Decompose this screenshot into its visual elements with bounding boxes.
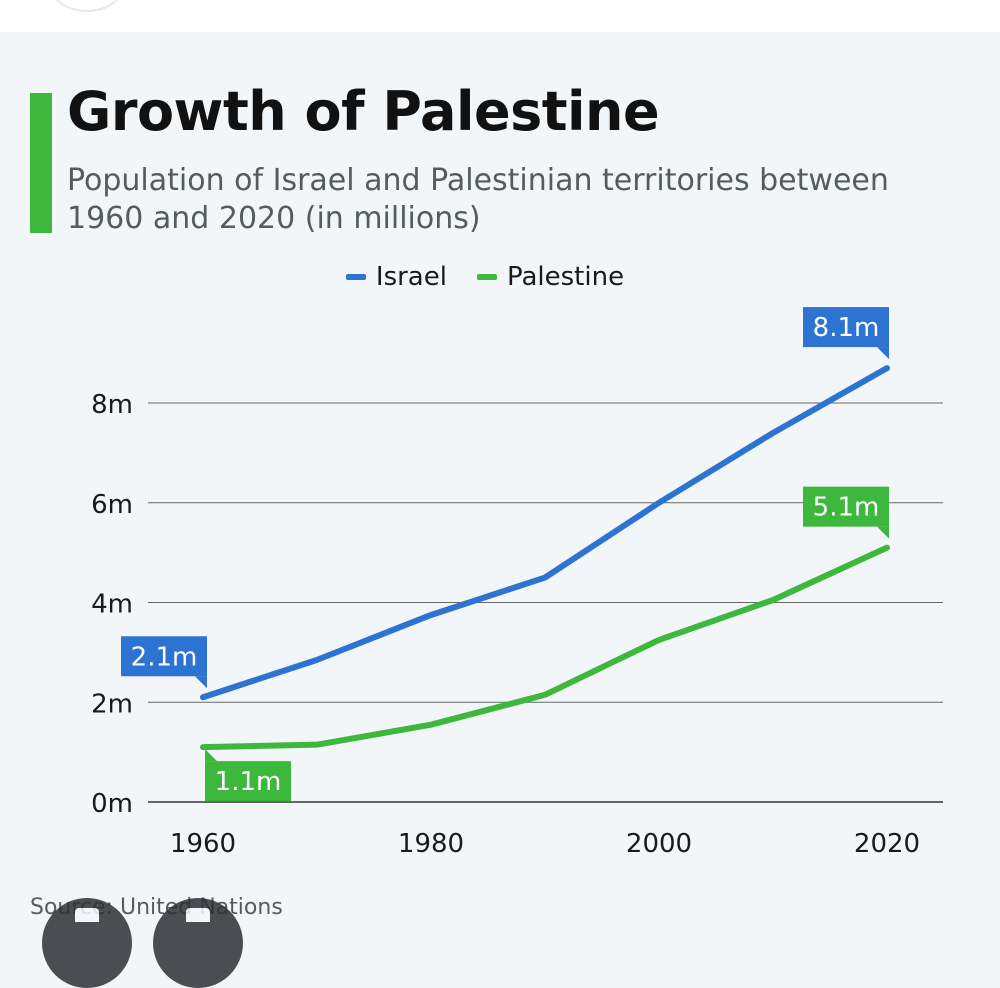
series-line-israel (200, 365, 890, 701)
line-chart: 0m 2m 4m 6m 8m 1960 1980 2000 2020 2.1m 8.1m 1.1m 5.… (91, 307, 943, 859)
data-label-pointer-palestine-1960 (205, 749, 217, 762)
data-label-israel-2020: 8.1m (813, 313, 880, 343)
camera-icon[interactable] (42, 898, 132, 988)
data-label-box-palestine-2020 (803, 486, 889, 527)
y-tick-label-4: 4m (91, 590, 133, 620)
y-tick-label-8: 8m (91, 390, 133, 420)
series-line-palestine (200, 544, 890, 751)
data-label-palestine-2020: 5.1m (813, 493, 880, 523)
data-label-israel-1960: 2.1m (131, 642, 198, 672)
top-bar (0, 0, 1000, 32)
x-tick-label-2000: 2000 (626, 829, 692, 859)
data-label-box-israel-1960 (121, 636, 207, 677)
data-label-box-israel-2020 (803, 307, 889, 348)
legend-swatch-palestine (476, 274, 497, 280)
legend-swatch-israel (345, 274, 366, 280)
chart-subtitle: Population of Israel and Palestinian ter… (67, 163, 889, 236)
data-label-palestine-1960: 1.1m (215, 767, 282, 797)
legend-item-israel: Israel (345, 262, 447, 292)
data-label-pointer-israel-2020 (877, 347, 889, 360)
y-tick-label-2: 2m (91, 689, 133, 719)
data-label-box-palestine-1960 (205, 761, 291, 802)
x-tick-label-1980: 1980 (398, 829, 464, 859)
data-label-pointer-israel-1960 (195, 676, 207, 689)
legend-label-israel: Israel (375, 262, 447, 292)
chart-title: Growth of Palestine (67, 80, 660, 143)
x-tick-label-1960: 1960 (170, 829, 236, 859)
legend-item-palestine: Palestine (476, 262, 625, 292)
legend-label-palestine: Palestine (506, 262, 625, 292)
share-icon[interactable] (153, 898, 243, 988)
chart-legend: Israel Palestine (0, 262, 1000, 292)
title-accent-bar (30, 93, 52, 233)
y-tick-label-6: 6m (91, 490, 133, 520)
data-label-pointer-palestine-2020 (877, 526, 889, 539)
x-tick-label-2020: 2020 (854, 829, 920, 859)
y-tick-label-0: 0m (91, 789, 133, 819)
